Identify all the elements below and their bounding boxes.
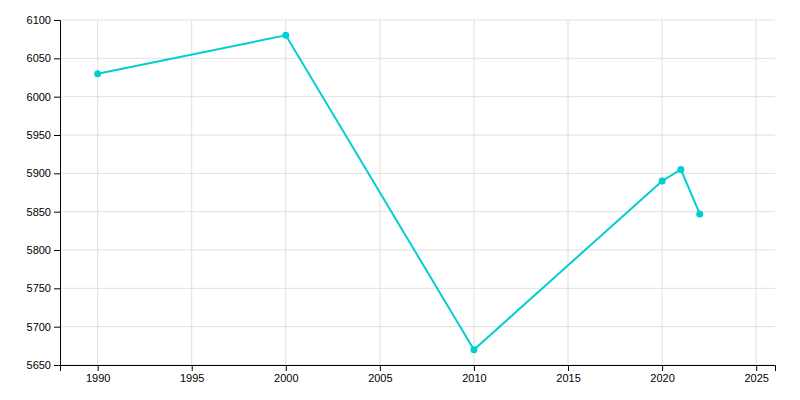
y-tick: 5950 (27, 129, 60, 141)
chart: 1990 1995 2000 2005 2010 2015 2020 2025 5650 5700… (0, 0, 800, 400)
x-tick: 2005 (368, 365, 392, 384)
point (696, 210, 703, 217)
grid-line-y (60, 326, 775, 327)
x-tick-mark (568, 365, 569, 371)
y-tick-label: 6000 (27, 91, 51, 103)
grid-line-x (756, 20, 757, 365)
x-tick-label: 2010 (462, 372, 486, 384)
grid-line-y (60, 211, 775, 212)
grid-line-x (568, 20, 569, 365)
y-tick-mark (54, 212, 60, 213)
x-tick-mark (756, 365, 757, 371)
y-tick-label: 6050 (27, 52, 51, 64)
series (94, 32, 703, 353)
y-tick-mark (54, 97, 60, 98)
y-tick-mark (54, 327, 60, 328)
x-tick-mark (662, 365, 663, 371)
grid-line-x (473, 20, 474, 365)
y-tick: 6050 (27, 52, 60, 64)
y-tick-mark (54, 250, 60, 251)
grid-line-y (60, 135, 775, 136)
x-tick: 2015 (556, 365, 580, 384)
y-tick-mark (54, 20, 60, 21)
point (470, 346, 477, 353)
line (98, 35, 700, 349)
grid-line-y (60, 250, 775, 251)
y-tick: 6000 (27, 91, 60, 103)
x-tick-mark (192, 365, 193, 371)
y-tick: 5800 (27, 244, 60, 256)
y-tick-mark (54, 135, 60, 136)
y-tick-label: 5750 (27, 282, 51, 294)
point (659, 178, 666, 185)
x-tick-mark (98, 365, 99, 371)
x-axis-line (61, 366, 776, 372)
y-tick: 5850 (27, 206, 60, 218)
x-tick: 1990 (86, 365, 110, 384)
x-tick: 1995 (180, 365, 204, 384)
y-tick-label: 5900 (27, 167, 51, 179)
x-axis: 1990 1995 2000 2005 2010 2015 2020 2025 (61, 365, 776, 384)
point (94, 70, 101, 77)
point (677, 166, 684, 173)
grid-line-y (60, 20, 775, 21)
x-tick-mark (474, 365, 475, 371)
x-tick-label: 2015 (556, 372, 580, 384)
x-tick-label: 2020 (650, 372, 674, 384)
x-tick: 2020 (650, 365, 674, 384)
y-tick-label: 6100 (27, 14, 51, 26)
grid-line-y (60, 288, 775, 289)
x-tick: 2025 (744, 365, 768, 384)
x-tick: 2000 (274, 365, 298, 384)
point (282, 32, 289, 39)
y-axis-line (54, 21, 61, 366)
y-tick-label: 5850 (27, 206, 51, 218)
grid-line-x (191, 20, 192, 365)
y-tick-mark (54, 173, 60, 174)
y-tick-mark (54, 365, 60, 366)
y-tick-label: 5700 (27, 321, 51, 333)
grid-line-x (662, 20, 663, 365)
y-tick: 6100 (27, 14, 60, 26)
x-tick-label: 2025 (744, 372, 768, 384)
y-tick-mark (54, 288, 60, 289)
y-tick: 5750 (27, 282, 60, 294)
y-tick-label: 5800 (27, 244, 51, 256)
x-tick: 2010 (462, 365, 486, 384)
grid-line-y (60, 96, 775, 97)
y-axis: 5650 5700 5750 5800 5850 5900 5950 6000 6050 6100 (27, 14, 61, 371)
x-tick-label: 2005 (368, 372, 392, 384)
x-tick-mark (286, 365, 287, 371)
y-tick: 5700 (27, 321, 60, 333)
x-tick-label: 2000 (274, 372, 298, 384)
plot-area: 1990 1995 2000 2005 2010 2015 2020 2025 5650 5700… (27, 14, 776, 384)
y-tick-label: 5950 (27, 129, 51, 141)
grid-line-x (285, 20, 286, 365)
x-tick-mark (380, 365, 381, 371)
y-tick: 5650 (27, 359, 60, 371)
x-tick-label: 1990 (86, 372, 110, 384)
grid-line-y (60, 173, 775, 174)
y-tick-mark (54, 58, 60, 59)
y-tick: 5900 (27, 167, 60, 179)
x-tick-label: 1995 (180, 372, 204, 384)
y-tick-label: 5650 (27, 359, 51, 371)
grid (60, 20, 775, 365)
